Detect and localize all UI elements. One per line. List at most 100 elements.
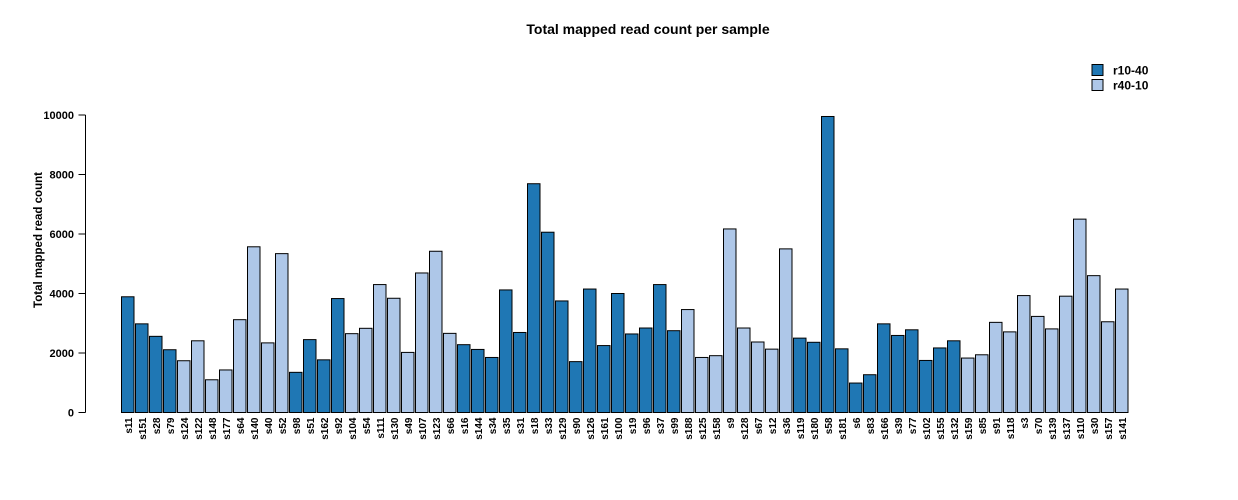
bar-s99 [667, 330, 681, 413]
bar-s100 [611, 293, 625, 413]
x-tick-label-s58: s58 [824, 417, 835, 434]
x-tick-label-s79: s79 [166, 417, 177, 434]
bar-s92 [331, 298, 345, 413]
bar-s3 [1017, 295, 1031, 413]
x-tick-label-s67: s67 [754, 417, 765, 434]
bar-s125 [695, 356, 709, 413]
x-tick-label-s124: s124 [180, 417, 191, 440]
x-tick-label-s161: s161 [600, 417, 611, 440]
chart-title: Total mapped read count per sample [526, 21, 769, 37]
x-tick-label-s34: s34 [488, 417, 499, 434]
bar-s141 [1115, 288, 1129, 414]
bar-s37 [653, 284, 667, 414]
bar-s28 [149, 335, 163, 413]
bar-s52 [275, 253, 289, 413]
x-tick-label-s96: s96 [642, 417, 653, 434]
x-tick-label-s92: s92 [334, 417, 345, 434]
x-tick-label-s77: s77 [908, 417, 919, 434]
bar-s177 [219, 369, 233, 413]
bar-s132 [947, 340, 961, 413]
legend-swatch-r10-40 [1091, 64, 1104, 76]
legend-label-r10-40: r10-40 [1113, 64, 1149, 78]
x-tick-label-s181: s181 [838, 417, 849, 440]
x-tick-label-s99: s99 [670, 417, 681, 434]
bar-s122 [191, 340, 205, 413]
bar-s159 [961, 357, 975, 413]
x-tick-label-s104: s104 [348, 417, 359, 440]
x-tick-label-s144: s144 [474, 417, 485, 440]
bar-s157 [1101, 321, 1115, 414]
bar-s35 [499, 289, 513, 413]
x-tick-label-s52: s52 [278, 417, 289, 434]
x-axis-labels: s11 s151 s28 s79 s124 s122 s148 s177 s64 s140 s40 s… [124, 417, 1129, 440]
x-tick-label-s39: s39 [894, 417, 905, 434]
bar-s90 [569, 361, 583, 414]
bar-s102 [919, 359, 933, 413]
bar-s85 [975, 354, 989, 414]
x-tick-label-s132: s132 [950, 417, 961, 440]
bar-s128 [737, 327, 751, 414]
x-tick-label-s85: s85 [978, 417, 989, 434]
x-tick-label-s102: s102 [922, 417, 933, 440]
x-tick-label-s122: s122 [194, 417, 205, 440]
bar-s188 [681, 309, 695, 413]
y-axis-ticks: 0 2000 4000 6000 8000 10000 [43, 110, 86, 420]
x-tick-label-s180: s180 [810, 417, 821, 440]
bar-s12 [765, 348, 779, 414]
y-axis-tick-label: 2000 [50, 348, 74, 360]
bar-s162 [317, 359, 331, 413]
bar-s19 [625, 333, 639, 413]
bar-series [121, 115, 1129, 414]
bar-s67 [751, 341, 765, 413]
y-axis-tick-label: 4000 [50, 289, 74, 301]
x-tick-label-s111: s111 [376, 417, 387, 439]
bar-s16 [457, 344, 471, 414]
x-tick-label-s19: s19 [628, 417, 639, 434]
bar-s144 [471, 348, 485, 413]
legend-item-r10-40: r10-40 [1091, 64, 1149, 78]
x-tick-label-s119: s119 [796, 417, 807, 439]
bar-s181 [835, 348, 849, 413]
legend-item-r40-10: r40-10 [1091, 79, 1149, 93]
x-tick-label-s51: s51 [306, 417, 317, 434]
x-tick-label-s130: s130 [390, 417, 401, 440]
bar-s91 [989, 321, 1003, 414]
x-tick-label-s110: s110 [1076, 417, 1087, 439]
bar-s58 [821, 115, 835, 414]
bar-s64 [233, 319, 247, 413]
x-tick-label-s54: s54 [362, 417, 373, 434]
bar-s139 [1045, 328, 1059, 413]
y-axis-tick-label: 0 [68, 408, 74, 420]
bar-s83 [863, 374, 877, 413]
bar-s18 [527, 183, 541, 413]
x-tick-label-s125: s125 [698, 417, 709, 440]
bar-s30 [1087, 275, 1101, 413]
legend: r10-40 r40-10 [1091, 64, 1149, 93]
bar-s161 [597, 345, 611, 413]
x-tick-label-s40: s40 [264, 417, 275, 434]
y-axis-tick-label: 6000 [50, 229, 74, 241]
bar-s79 [163, 349, 177, 414]
x-tick-label-s162: s162 [320, 417, 331, 440]
legend-label-r40-10: r40-10 [1113, 79, 1149, 93]
bar-s119 [793, 337, 807, 413]
bar-s137 [1059, 295, 1073, 413]
bar-s151 [135, 323, 149, 413]
x-tick-label-s35: s35 [502, 417, 513, 434]
x-tick-label-s9: s9 [726, 417, 737, 429]
x-tick-label-s166: s166 [880, 417, 891, 440]
bar-s6 [849, 382, 863, 413]
x-tick-label-s12: s12 [768, 417, 779, 434]
x-tick-label-s137: s137 [1062, 417, 1073, 440]
x-tick-label-s128: s128 [740, 417, 751, 440]
bar-s123 [429, 250, 443, 413]
bar-s34 [485, 356, 499, 413]
bar-s129 [555, 300, 569, 413]
bar-s155 [933, 347, 947, 414]
bar-s140 [247, 246, 261, 413]
y-axis-title: Total mapped read count [33, 172, 45, 308]
x-tick-label-s30: s30 [1090, 417, 1101, 434]
bar-s111 [373, 284, 387, 414]
bar-s96 [639, 327, 653, 414]
